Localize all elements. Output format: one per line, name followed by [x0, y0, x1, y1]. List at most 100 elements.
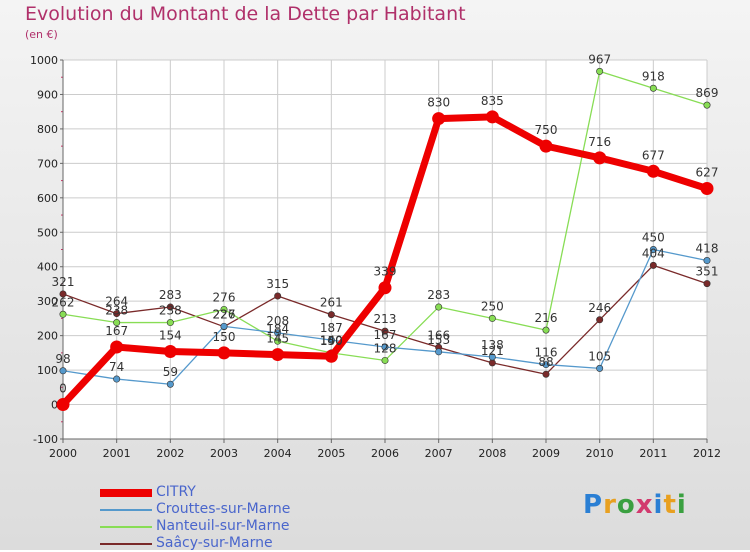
data-point-nanteuil-sur-marne: [220, 305, 228, 313]
data-label-nanteuil-sur-marne: 262: [52, 295, 75, 309]
data-label-saacy-sur-marne: 88: [538, 355, 553, 369]
data-point-crouttes-sur-marne: [381, 343, 389, 351]
data-label-citry: 150: [213, 330, 236, 344]
series-citry: [56, 110, 714, 412]
data-label-crouttes-sur-marne: 105: [588, 349, 611, 363]
logo-letter: t: [663, 490, 677, 520]
data-point-saacy-sur-marne: [596, 316, 604, 324]
data-label-citry: 835: [481, 94, 504, 108]
data-label-citry: 627: [696, 166, 719, 180]
data-point-saacy-sur-marne: [542, 370, 550, 378]
data-point-saacy-sur-marne: [381, 327, 389, 335]
data-point-citry: [432, 112, 446, 126]
data-point-nanteuil-sur-marne: [59, 310, 67, 318]
data-point-nanteuil-sur-marne: [488, 314, 496, 322]
data-point-crouttes-sur-marne: [274, 329, 282, 337]
data-point-citry: [646, 164, 660, 178]
data-label-nanteuil-sur-marne: 184: [266, 322, 289, 336]
data-point-crouttes-sur-marne: [166, 380, 174, 388]
x-tick-label: 2005: [317, 447, 345, 460]
data-label-saacy-sur-marne: 261: [320, 296, 343, 310]
data-label-nanteuil-sur-marne: 967: [588, 52, 611, 66]
data-point-saacy-sur-marne: [59, 290, 67, 298]
data-point-citry: [485, 110, 499, 124]
logo-letter: i: [653, 490, 664, 520]
axes: -100010020030040050060070080090010002000…: [30, 54, 721, 460]
gridlines: [62, 59, 708, 440]
x-tick-label: 2006: [371, 447, 399, 460]
data-label-nanteuil-sur-marne: 918: [642, 69, 665, 83]
logo-letter: o: [616, 490, 636, 520]
data-label-crouttes-sur-marne: 153: [427, 333, 450, 347]
data-label-nanteuil-sur-marne: 238: [159, 304, 182, 318]
y-tick-label: 0: [51, 399, 58, 412]
legend-swatch-crouttes: [100, 508, 152, 511]
data-point-citry: [700, 182, 714, 196]
data-label-nanteuil-sur-marne: 250: [481, 299, 504, 313]
data-point-citry: [217, 346, 231, 360]
legend-label-nanteuil: Nanteuil-sur-Marne: [156, 518, 290, 534]
legend-label-saacy: Saâcy-sur-Marne: [156, 535, 273, 551]
data-point-citry: [378, 281, 392, 295]
data-point-saacy-sur-marne: [274, 292, 282, 300]
data-label-saacy-sur-marne: 264: [105, 295, 128, 309]
data-label-citry: 716: [588, 135, 611, 149]
data-point-citry: [324, 349, 338, 363]
x-tick-label: 2003: [210, 447, 238, 460]
series-layer: [56, 67, 714, 412]
data-label-crouttes-sur-marne: 187: [320, 321, 343, 335]
logo-letter: r: [603, 490, 617, 520]
data-point-nanteuil-sur-marne: [703, 101, 711, 109]
x-tick-label: 2009: [532, 447, 560, 460]
data-label-nanteuil-sur-marne: 150: [320, 334, 343, 348]
data-label-saacy-sur-marne: 226: [213, 308, 236, 322]
y-tick-label: 900: [37, 88, 58, 101]
data-point-crouttes-sur-marne: [113, 375, 121, 383]
data-label-crouttes-sur-marne: 116: [535, 346, 558, 360]
data-label-crouttes-sur-marne: 208: [266, 314, 289, 328]
y-tick-label: 600: [37, 192, 58, 205]
data-point-citry: [163, 344, 177, 358]
proxiti-logo: Proxiti: [583, 490, 687, 520]
data-point-citry: [56, 398, 70, 412]
data-point-crouttes-sur-marne: [220, 322, 228, 330]
logo-letter: P: [583, 490, 604, 520]
x-tick-label: 2008: [478, 447, 506, 460]
chart-title: Evolution du Montant de la Dette par Hab…: [25, 3, 466, 25]
data-label-nanteuil-sur-marne: 216: [535, 311, 558, 325]
data-point-citry: [539, 139, 553, 153]
data-point-citry: [271, 348, 285, 362]
y-tick-label: 500: [37, 226, 58, 239]
legend-label-crouttes: Crouttes-sur-Marne: [156, 501, 291, 517]
data-label-crouttes-sur-marne: 167: [374, 328, 397, 342]
data-label-saacy-sur-marne: 166: [427, 328, 450, 342]
data-point-crouttes-sur-marne: [488, 353, 496, 361]
logo-letter: x: [635, 490, 654, 520]
data-point-saacy-sur-marne: [327, 311, 335, 319]
data-label-nanteuil-sur-marne: 128: [374, 341, 397, 355]
data-label-citry: 140: [320, 333, 343, 347]
data-point-crouttes-sur-marne: [327, 336, 335, 344]
data-point-saacy-sur-marne: [488, 359, 496, 367]
data-point-nanteuil-sur-marne: [435, 303, 443, 311]
data-point-saacy-sur-marne: [649, 261, 657, 269]
y-tick-label: 800: [37, 123, 58, 136]
data-point-saacy-sur-marne: [703, 280, 711, 288]
data-label-saacy-sur-marne: 213: [374, 312, 397, 326]
data-point-nanteuil-sur-marne: [542, 326, 550, 334]
data-point-nanteuil-sur-marne: [166, 319, 174, 327]
data-point-nanteuil-sur-marne: [649, 84, 657, 92]
data-point-nanteuil-sur-marne: [113, 319, 121, 327]
x-tick-label: 2012: [693, 447, 721, 460]
data-label-citry: 750: [535, 123, 558, 137]
data-label-citry: 830: [427, 96, 450, 110]
data-label-nanteuil-sur-marne: 283: [427, 288, 450, 302]
data-point-citry: [110, 340, 124, 354]
series-crouttes-sur-marne: [59, 246, 711, 388]
data-point-citry: [593, 151, 607, 165]
data-label-citry: 0: [59, 382, 67, 396]
x-tick-label: 2004: [264, 447, 292, 460]
data-label-crouttes-sur-marne: 74: [109, 360, 124, 374]
